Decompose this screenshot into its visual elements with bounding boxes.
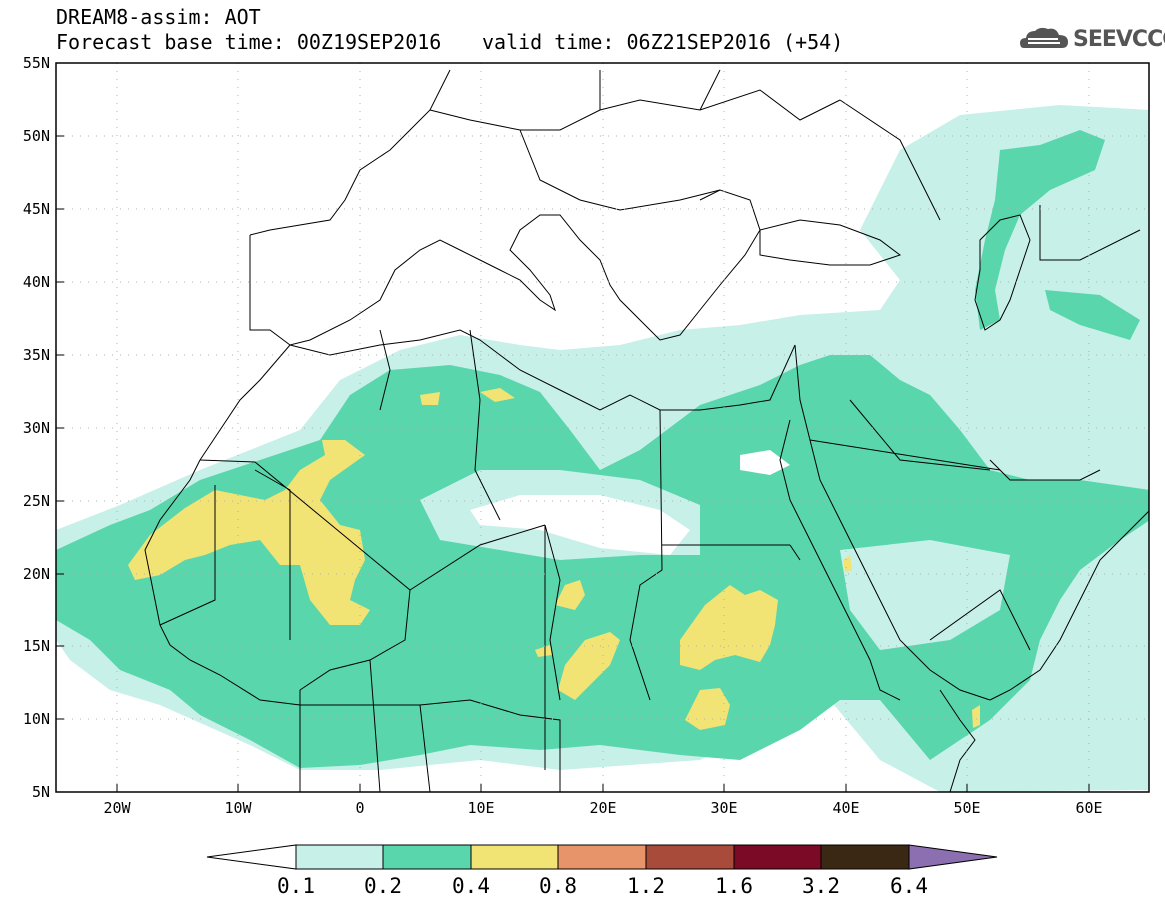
valid-time: valid time: 06Z21SEP2016 (+54) (482, 30, 844, 54)
lat-axis-labels: 55N 50N 45N 40N 35N 30N 25N 20N 15N 10N … (23, 54, 50, 801)
lat-label: 15N (23, 637, 50, 655)
forecast-base-time: Forecast base time: 00Z19SEP2016 (56, 30, 442, 54)
lon-label: 0 (355, 799, 364, 817)
coastline-europe (249, 69, 761, 346)
country-borders (159, 329, 1031, 792)
lon-label: 10E (467, 799, 494, 817)
colorbar-bin (557, 844, 647, 870)
colorbar-label: 0.8 (539, 874, 577, 898)
lat-label: 35N (23, 346, 50, 364)
colorbar-label: 1.6 (715, 874, 753, 898)
lat-label: 20N (23, 565, 50, 583)
colorbar-bin (470, 844, 559, 870)
colorbar-bin (295, 844, 384, 870)
coastline-east-africa (939, 689, 976, 792)
colorbar-label: 1.2 (627, 874, 665, 898)
map-title: DREAM8-assim: AOT (56, 5, 261, 29)
colorbar-below-arrow (206, 844, 297, 870)
aot-contour-0.2 (975, 130, 1105, 330)
lat-label: 5N (32, 783, 50, 801)
colorbar-bin (382, 844, 472, 870)
coastline-africa-west (144, 459, 561, 792)
lon-label: 50E (953, 799, 980, 817)
axis-ticks (56, 62, 1090, 793)
coastline-arabia (989, 459, 1149, 701)
colorbar-label: 3.2 (802, 874, 840, 898)
colorbar-label: 6.4 (890, 874, 928, 898)
lat-label: 10N (23, 710, 50, 728)
lon-label: 20E (589, 799, 616, 817)
colorbar-labels: 0.1 0.2 0.4 0.8 1.2 1.6 3.2 6.4 (277, 874, 928, 898)
lat-label: 25N (23, 492, 50, 510)
aot-clear-area (740, 450, 790, 475)
colorbar-label: 0.2 (364, 874, 402, 898)
aot-contour-0.2 (1045, 290, 1140, 340)
lon-label: 30E (710, 799, 737, 817)
lat-label: 50N (23, 127, 50, 145)
lat-label: 55N (23, 54, 50, 72)
lon-label: 60E (1075, 799, 1102, 817)
coastline-caspian (974, 214, 1031, 331)
coastline-black-sea (759, 219, 902, 266)
coastline-africa-north (199, 329, 796, 461)
colorbar-above-arrow (908, 844, 998, 870)
lon-label: 10W (224, 799, 252, 817)
colorbar-bin (820, 844, 910, 870)
aot-contour-0.4 (128, 388, 980, 730)
aot-clear-area (470, 495, 690, 555)
colorbar-label: 0.1 (277, 874, 315, 898)
lon-label: 40E (832, 799, 859, 817)
map-subtitle: Forecast base time: 00Z19SEP2016 valid ti… (56, 30, 843, 54)
seevccc-logo: SEEVCCC (1018, 24, 1165, 54)
lat-label: 30N (23, 419, 50, 437)
colorbar-label: 0.4 (452, 874, 490, 898)
cloud-logo-icon (1020, 27, 1068, 48)
colorbar-bin (645, 844, 735, 870)
lat-label: 45N (23, 200, 50, 218)
lon-label: 20W (103, 799, 131, 817)
aot-fields (56, 105, 1149, 792)
coastline-red-sea (779, 344, 991, 701)
coastlines-borders (144, 69, 1149, 792)
lon-axis-labels: 20W 10W 0 10E 20E 30E 40E 50E 60E (103, 799, 1102, 817)
country-borders (429, 69, 1141, 261)
colorbar-bin (733, 844, 822, 870)
logo-text: SEEVCCC (1073, 27, 1165, 52)
lat-label: 40N (23, 273, 50, 291)
